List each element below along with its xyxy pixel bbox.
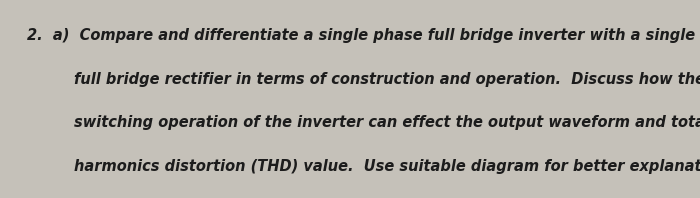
Text: 2.  a)  Compare and differentiate a single phase full bridge inverter with a sin: 2. a) Compare and differentiate a single… [27, 28, 700, 43]
Text: harmonics distortion (THD) value.  Use suitable diagram for better explanation.: harmonics distortion (THD) value. Use su… [74, 159, 700, 174]
Text: switching operation of the inverter can effect the output waveform and total.: switching operation of the inverter can … [74, 115, 700, 130]
Text: full bridge rectifier in terms of construction and operation.  Discuss how the: full bridge rectifier in terms of constr… [74, 72, 700, 87]
